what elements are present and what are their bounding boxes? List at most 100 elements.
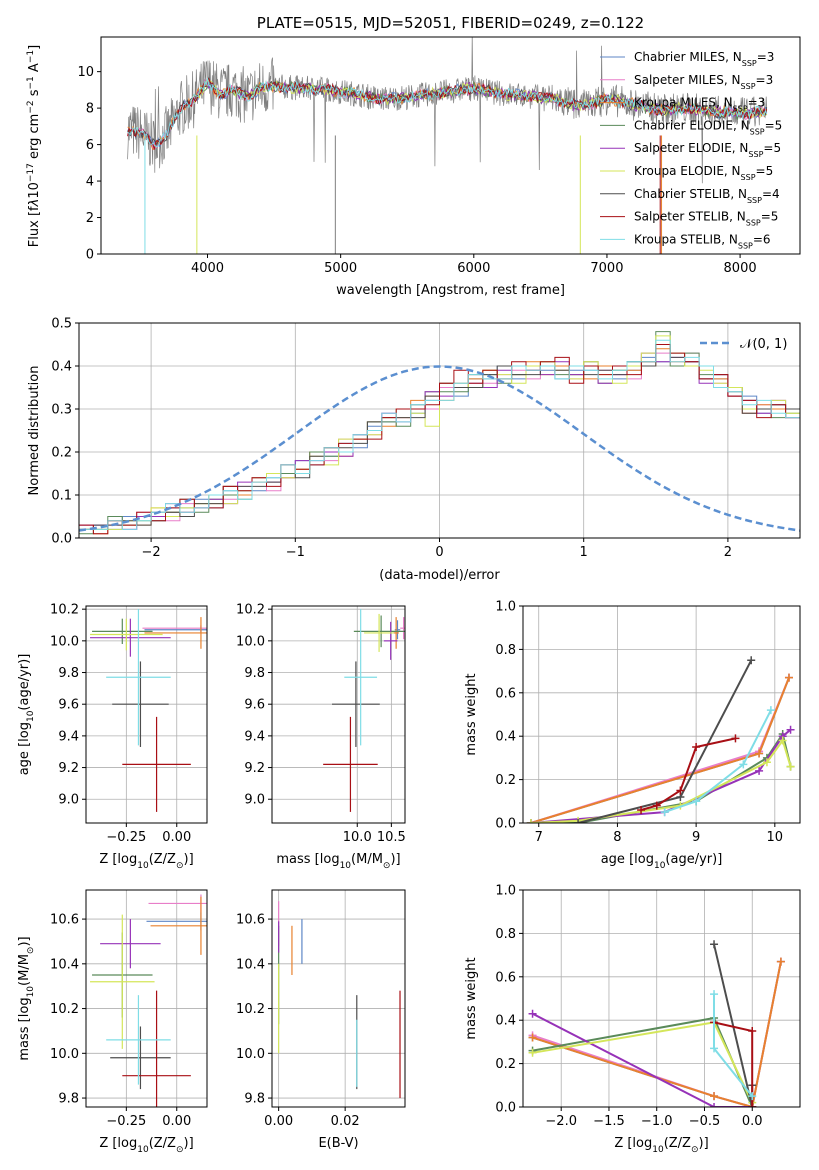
massweight-vs-age-x-tick-label: 10 xyxy=(767,830,784,845)
series-line xyxy=(532,1021,754,1104)
histogram-step-line xyxy=(79,352,800,530)
massweight-vs-age-y-tick-label: 0.0 xyxy=(495,817,516,832)
mass-vs-ebv-y-tick-label: 10.0 xyxy=(236,1047,265,1062)
mass-vs-ebv-y-tick-label: 9.8 xyxy=(244,1092,265,1107)
plus-marker xyxy=(748,1027,757,1036)
spectrum-y-tick-label: 10 xyxy=(77,65,94,80)
age-vs-mass-plot-area xyxy=(323,609,405,812)
plus-marker xyxy=(776,957,785,966)
spectrum-y-tick-label: 4 xyxy=(86,175,94,190)
massweight-vs-z-x-tick-label: −1.0 xyxy=(641,1114,673,1129)
plus-marker xyxy=(747,656,756,665)
massweight-vs-age-y-tick-label: 0.2 xyxy=(495,773,516,788)
series-line xyxy=(713,944,754,1107)
massweight-vs-z-x-tick-label: −1.5 xyxy=(593,1114,625,1129)
plus-marker xyxy=(692,743,701,752)
age-vs-z-x-tick-label: −0.25 xyxy=(106,830,146,845)
legend-label: Chabrier MILES, NSSP=3 xyxy=(634,50,774,68)
plus-marker xyxy=(784,673,793,682)
age-vs-mass-y-tick-label: 9.6 xyxy=(244,698,265,713)
x-axis-label: mass [log10(M/M⊙)] xyxy=(276,852,400,871)
plus-marker xyxy=(528,1009,537,1018)
plus-marker xyxy=(660,808,669,817)
y-axis-label: Normed distribution xyxy=(27,366,42,496)
plus-marker xyxy=(528,1033,537,1042)
spectrum-frame xyxy=(100,36,801,255)
spectrum-x-tick-label: 8000 xyxy=(724,261,757,276)
x-axis-label: age [log10(age/yr)] xyxy=(601,852,723,871)
plus-marker xyxy=(710,940,719,949)
histogram-step-line xyxy=(79,348,800,535)
y-axis-label: mass [log10(M/M⊙)] xyxy=(17,936,36,1060)
y-axis-label: mass weight xyxy=(464,673,479,755)
age-vs-mass-y-tick-label: 9.8 xyxy=(244,666,265,681)
massweight-vs-z-y-tick-label: 0.8 xyxy=(495,927,516,942)
mass-vs-ebv-y-tick-label: 10.4 xyxy=(236,957,265,972)
plus-marker xyxy=(766,706,775,715)
legend-label: Salpeter STELIB, NSSP=5 xyxy=(634,210,778,228)
mass-vs-ebv-x-tick-label: 0.00 xyxy=(264,1114,293,1129)
hist-y-tick-label: 0.1 xyxy=(51,489,72,504)
plus-marker xyxy=(731,734,740,743)
mass-vs-z-x-tick-label: 0.00 xyxy=(162,1114,191,1129)
plus-marker xyxy=(710,1044,719,1053)
age-vs-mass-y-tick-label: 9.2 xyxy=(244,761,265,776)
hist-x-tick-label: −2 xyxy=(142,545,161,560)
plus-marker xyxy=(778,736,787,745)
hist-x-tick-label: 0 xyxy=(435,545,443,560)
plus-marker xyxy=(652,801,661,810)
plus-marker xyxy=(710,1092,719,1101)
mass-vs-z-frame xyxy=(85,889,208,1108)
spectrum-x-tick-label: 4000 xyxy=(191,261,224,276)
plus-marker xyxy=(676,786,685,795)
massweight-vs-z-y-tick-label: 0.4 xyxy=(495,1014,516,1029)
model-spectrum-line xyxy=(127,78,768,150)
massweight-vs-z-x-tick-label: −0.5 xyxy=(689,1114,721,1129)
x-axis-label: Z [log10(Z/Z⊙)] xyxy=(614,1136,708,1155)
massweight-vs-z-y-tick-label: 0.0 xyxy=(495,1101,516,1116)
mass-vs-ebv-y-tick-label: 10.6 xyxy=(236,913,265,928)
age-vs-mass-x-tick-label: 10.5 xyxy=(377,830,406,845)
massweight-vs-z-plot-area xyxy=(528,940,785,1107)
mass-vs-ebv-frame xyxy=(271,889,406,1108)
legend-label: Kroupa MILES, NSSP=3 xyxy=(634,96,765,114)
legend-label: Chabrier ELODIE, NSSP=5 xyxy=(634,118,782,136)
massweight-vs-z-y-tick-label: 1.0 xyxy=(495,884,516,899)
age-vs-mass-y-tick-label: 9.4 xyxy=(244,729,265,744)
mass-vs-ebv-x-tick-label: 0.02 xyxy=(331,1114,360,1129)
age-vs-z-y-tick-label: 9.0 xyxy=(58,793,79,808)
spectrum-plot-area xyxy=(127,37,768,254)
age-vs-mass-y-tick-label: 10.0 xyxy=(236,634,265,649)
plus-marker xyxy=(755,766,764,775)
massweight-vs-z-x-tick-label: 0.0 xyxy=(742,1114,763,1129)
plus-marker xyxy=(526,819,535,823)
age-vs-z-y-tick-label: 10.2 xyxy=(50,603,79,618)
hist-y-tick-label: 0.0 xyxy=(51,532,72,547)
hist-x-tick-label: −1 xyxy=(286,545,305,560)
hist-y-tick-label: 0.3 xyxy=(51,403,72,418)
massweight-vs-z-frame xyxy=(522,889,801,1108)
massweight-vs-age-x-tick-label: 9 xyxy=(692,830,700,845)
age-vs-mass-x-tick-label: 10.0 xyxy=(343,830,372,845)
mass-vs-ebv-plot-area xyxy=(278,901,401,1099)
x-axis-label: Z [log10(Z/Z⊙)] xyxy=(99,852,193,871)
hist-x-tick-label: 1 xyxy=(580,545,588,560)
legend-label: Kroupa ELODIE, NSSP=5 xyxy=(634,164,773,182)
spectrum-x-tick-label: 6000 xyxy=(457,261,490,276)
spectrum-y-tick-label: 6 xyxy=(86,138,94,153)
x-axis-label: Z [log10(Z/Z⊙)] xyxy=(99,1136,193,1155)
chart-title: PLATE=0515, MJD=52051, FIBERID=0249, z=0… xyxy=(257,14,644,32)
mass-vs-z-plot-area xyxy=(90,894,207,1107)
series-line xyxy=(532,1012,753,1107)
age-vs-z-y-tick-label: 9.8 xyxy=(58,666,79,681)
massweight-vs-age-frame xyxy=(522,605,801,824)
plus-marker xyxy=(710,990,719,999)
mass-vs-z-x-tick-label: −0.25 xyxy=(106,1114,146,1129)
massweight-vs-age-plot-area xyxy=(526,656,795,823)
histogram-step-line xyxy=(79,339,800,530)
x-axis-label: wavelength [Angstrom, rest frame] xyxy=(336,283,565,298)
age-vs-z-y-tick-label: 9.4 xyxy=(58,729,79,744)
hist-x-tick-label: 2 xyxy=(724,545,732,560)
x-axis-label: (data-model)/error xyxy=(379,568,500,583)
